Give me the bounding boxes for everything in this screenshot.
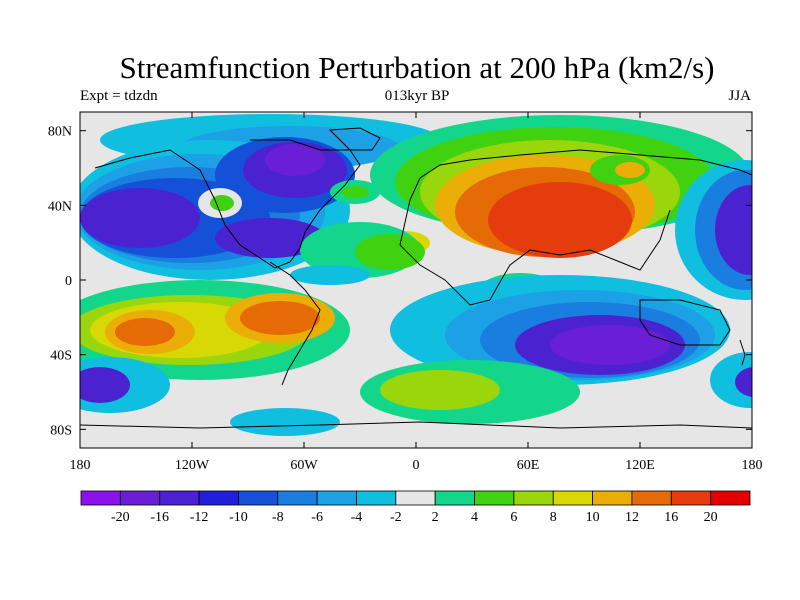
coastlines [80,127,752,429]
colorbar-label: -16 [150,510,169,525]
colorbar-swatch [513,490,554,506]
colorbar-swatch [552,490,593,506]
season-label: JJA [728,88,751,104]
colorbar-label: 10 [586,510,600,525]
lat-tick-label: 0 [65,274,72,289]
lat-tick-label: 40N [48,199,72,214]
contour-south-pacific-high [80,280,350,380]
lon-tick-label: 120W [175,458,210,473]
contour-dateline-low-b [735,367,752,397]
colorbar-swatch [356,490,397,506]
contour-atlantic-high-b [341,186,369,198]
colorbar-label: -4 [351,510,363,525]
colorbar-label: 12 [625,510,639,525]
contour-equatorial-low [290,265,370,285]
colorbar-swatch [238,490,279,506]
contour-asia-high [370,115,750,258]
contour-pacific-small-high [210,195,234,211]
lat-tick-label: 80N [48,125,72,140]
colorbar-label: 4 [471,510,478,525]
colorbar-swatch [198,490,239,506]
contour-southern-ocean-high-b [380,370,500,410]
colorbar-label: -6 [311,510,323,525]
contour-dateline-low-a [710,352,752,408]
colorbar-label: -8 [272,510,284,525]
colorbar-swatch [631,490,672,506]
lon-tick-label: 60W [290,458,318,473]
lon-tick-label: 60E [517,458,540,473]
lat-tick-label: 80S [50,423,72,438]
contour-antarctic-low [230,408,340,436]
colorbar-swatch [159,490,200,506]
colorbar-swatch [474,490,515,506]
colorbar-swatch [710,490,751,506]
colorbar-label: 20 [704,510,718,525]
colorbar-label: -20 [111,510,130,525]
lon-tick-label: 180 [70,458,91,473]
colorbar-label: -12 [190,510,209,525]
colorbar: -20 -16 -12 -10 -8 -6 -4 -2 2 4 6 8 10 12 16 20 [80,490,751,525]
colorbar-swatch [316,490,357,506]
experiment-label: Expt = tdzdn [80,88,158,104]
colorbar-label: 16 [664,510,678,525]
axis-ticks: 180 120W 60W 0 60E 120E 180 80N 40N 0 40S 80S [48,112,763,473]
period-label: 013kyr BP [384,88,450,104]
colorbar-label: 6 [510,510,517,525]
lon-tick-label: 0 [413,458,420,473]
colorbar-swatch [592,490,633,506]
colorbar-swatch [670,490,712,506]
contour-south-pacific-low-b [80,367,130,403]
colorbar-swatch [277,490,318,506]
lon-tick-label: 120E [625,458,655,473]
colorbar-label: -10 [229,510,248,525]
colorbar-label: -2 [390,510,402,525]
colorbar-label: 2 [432,510,439,525]
streamfunction-field [80,112,752,448]
colorbar-label: 8 [550,510,557,525]
contour-west-pacific-low [675,160,752,300]
lon-tick-label: 180 [742,458,763,473]
colorbar-swatch [434,490,475,506]
colorbar-swatch [395,490,436,506]
lat-tick-label: 40S [50,349,72,364]
contour-south-indian-low [390,275,730,385]
colorbar-swatch [119,490,161,506]
colorbar-swatch [80,490,121,506]
chart-title: Streamfunction Perturbation at 200 hPa (… [119,50,715,85]
